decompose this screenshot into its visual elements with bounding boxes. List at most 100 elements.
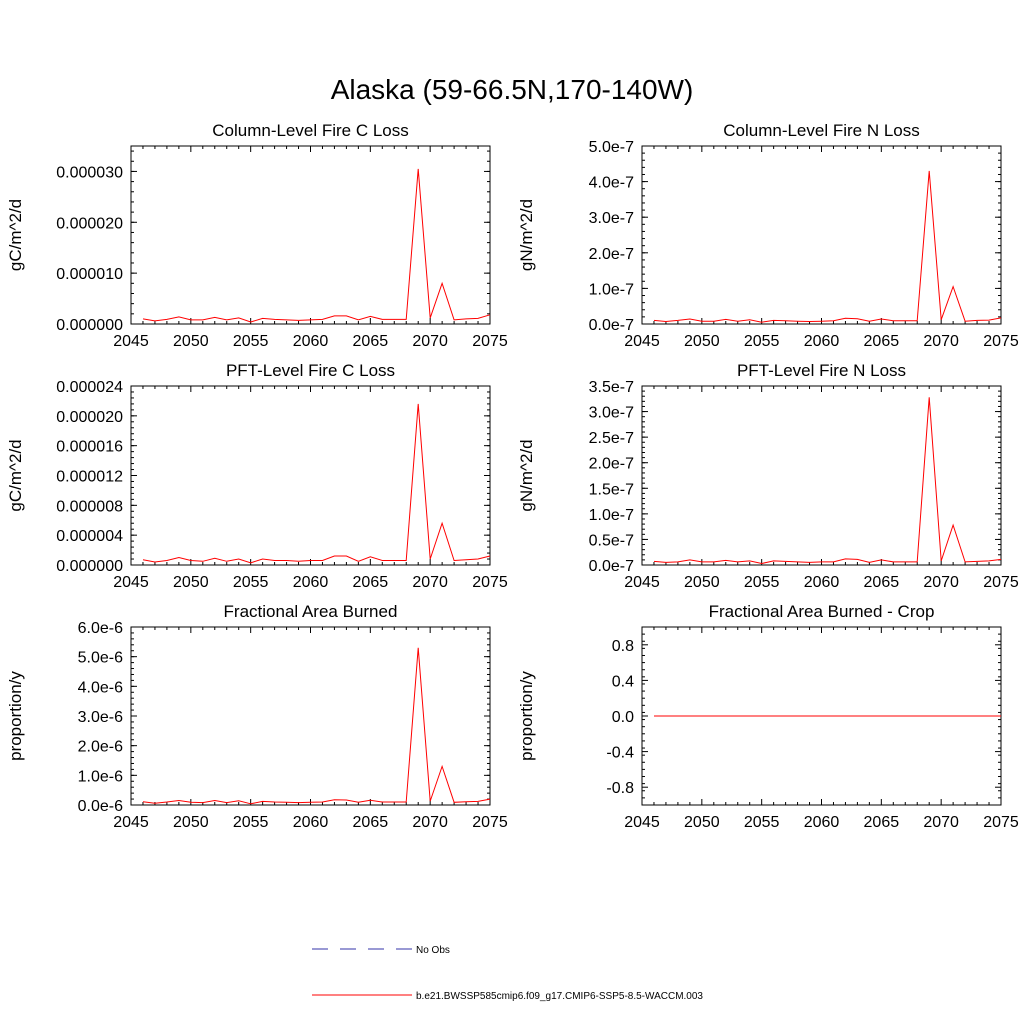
series-line xyxy=(653,170,1002,323)
y-tick-label: 0.0e-7 xyxy=(589,317,634,334)
x-tick-label: 2075 xyxy=(472,814,508,831)
y-tick-label: 0.000010 xyxy=(56,266,123,283)
y-tick-label: 3.5e-7 xyxy=(589,379,634,396)
y-tick-label: 0.4 xyxy=(612,673,634,690)
x-tick-label: 2075 xyxy=(983,574,1019,591)
x-tick-label: 2065 xyxy=(864,814,900,831)
plot-frame xyxy=(641,385,1002,566)
y-tick-label: 0.000012 xyxy=(56,469,123,486)
legend-obs-label: No Obs xyxy=(416,945,450,956)
y-tick-label: 2.5e-7 xyxy=(589,430,634,447)
series-line xyxy=(653,397,1002,565)
y-tick-label: 0.0e-7 xyxy=(589,558,634,575)
y-tick-label: 2.0e-7 xyxy=(589,456,634,473)
x-tick-label: 2055 xyxy=(233,333,269,350)
x-tick-label: 2070 xyxy=(923,814,959,831)
plot-frame xyxy=(130,626,491,806)
x-tick-label: 2060 xyxy=(293,814,329,831)
x-tick-label: 2070 xyxy=(412,333,448,350)
x-tick-label: 2045 xyxy=(624,333,660,350)
y-tick-label: 0.0e-6 xyxy=(78,798,123,815)
series-line xyxy=(142,403,491,564)
y-axis-label: gC/m^2/d xyxy=(6,199,25,271)
x-tick-label: 2050 xyxy=(684,333,720,350)
x-tick-label: 2075 xyxy=(983,333,1019,350)
y-tick-label: 0.000024 xyxy=(56,379,123,396)
panel-2: Column-Level Fire N Loss gN/m^2/d 2045 2050… xyxy=(517,121,1019,350)
y-tick-label: 0.000000 xyxy=(56,558,123,575)
y-tick-label: 2.0e-7 xyxy=(589,246,634,263)
x-tick-label: 2060 xyxy=(804,574,840,591)
y-tick-label: 0.000020 xyxy=(56,215,123,232)
y-tick-label: 2.0e-6 xyxy=(78,739,123,756)
y-axis-label: proportion/y xyxy=(517,671,536,761)
figure-title: Alaska (59-66.5N,170-140W) xyxy=(331,74,694,105)
x-tick-label: 2055 xyxy=(233,814,269,831)
x-tick-label: 2050 xyxy=(684,574,720,591)
y-tick-label: 4.0e-7 xyxy=(589,175,634,192)
panel-title: Column-Level Fire C Loss xyxy=(212,121,409,140)
x-tick-label: 2055 xyxy=(744,574,780,591)
x-tick-label: 2045 xyxy=(113,574,149,591)
y-tick-label: 0.000000 xyxy=(56,317,123,334)
x-tick-label: 2060 xyxy=(804,333,840,350)
x-tick-label: 2065 xyxy=(353,574,389,591)
x-tick-label: 2055 xyxy=(744,814,780,831)
y-tick-label: 0.000004 xyxy=(56,528,123,545)
x-tick-label: 2050 xyxy=(173,574,209,591)
panel-title: PFT-Level Fire N Loss xyxy=(737,361,906,380)
x-tick-label: 2045 xyxy=(113,333,149,350)
panel-4: PFT-Level Fire N Loss gN/m^2/d 2045 2050 205… xyxy=(517,361,1019,591)
y-tick-label: 0.8 xyxy=(612,638,634,655)
y-tick-label: 0.000016 xyxy=(56,439,123,456)
legend-model-label: b.e21.BWSSP585cmip6.f09_g17.CMIP6-SSP5-8… xyxy=(416,991,703,1002)
y-tick-label: 5.0e-7 xyxy=(589,139,634,156)
panel-6: Fractional Area Burned - Crop proportion/… xyxy=(517,602,1019,831)
x-tick-label: 2065 xyxy=(353,814,389,831)
x-tick-label: 2050 xyxy=(684,814,720,831)
y-tick-label: 1.0e-7 xyxy=(589,507,634,524)
y-tick-label: 3.0e-7 xyxy=(589,210,634,227)
y-tick-label: 1.0e-6 xyxy=(78,768,123,785)
y-tick-label: 0.5e-7 xyxy=(589,532,634,549)
y-tick-label: 1.0e-7 xyxy=(589,281,634,298)
x-tick-label: 2070 xyxy=(923,333,959,350)
x-tick-label: 2075 xyxy=(472,333,508,350)
x-tick-label: 2065 xyxy=(864,333,900,350)
y-tick-label: 1.5e-7 xyxy=(589,481,634,498)
panel-title: Column-Level Fire N Loss xyxy=(723,121,920,140)
y-tick-label: 5.0e-6 xyxy=(78,650,123,667)
x-tick-label: 2045 xyxy=(624,814,660,831)
x-tick-label: 2050 xyxy=(173,814,209,831)
series-line xyxy=(142,168,491,323)
y-tick-label: -0.8 xyxy=(606,780,634,797)
y-axis-label: proportion/y xyxy=(6,671,25,761)
y-tick-label: 3.0e-7 xyxy=(589,405,634,422)
y-axis-label: gN/m^2/d xyxy=(517,439,536,511)
y-tick-label: -0.4 xyxy=(606,745,634,762)
legend: No Obs b.e21.BWSSP585cmip6.f09_g17.CMIP6… xyxy=(312,945,703,1002)
x-tick-label: 2075 xyxy=(472,574,508,591)
plot-frame xyxy=(641,145,1002,325)
x-tick-label: 2060 xyxy=(804,814,840,831)
x-tick-label: 2055 xyxy=(233,574,269,591)
panel-5: Fractional Area Burned proportion/y 2045 20… xyxy=(6,602,508,831)
series-line xyxy=(142,647,491,805)
y-tick-label: 6.0e-6 xyxy=(78,620,123,637)
y-tick-label: 0.0 xyxy=(612,709,634,726)
x-tick-label: 2070 xyxy=(412,814,448,831)
y-tick-label: 0.000008 xyxy=(56,498,123,515)
panel-1: Column-Level Fire C Loss gC/m^2/d 2045 2050… xyxy=(6,121,508,350)
x-tick-label: 2065 xyxy=(353,333,389,350)
y-axis-label: gN/m^2/d xyxy=(517,199,536,271)
panel-3: PFT-Level Fire C Loss gC/m^2/d 2045 2050 205… xyxy=(6,361,508,591)
y-tick-label: 4.0e-6 xyxy=(78,679,123,696)
panel-title: Fractional Area Burned xyxy=(224,602,398,621)
x-tick-label: 2055 xyxy=(744,333,780,350)
x-tick-label: 2065 xyxy=(864,574,900,591)
y-tick-label: 3.0e-6 xyxy=(78,709,123,726)
panels: Column-Level Fire C Loss gC/m^2/d 2045 2050… xyxy=(6,121,1019,831)
x-tick-label: 2060 xyxy=(293,333,329,350)
plot-frame xyxy=(130,145,491,325)
